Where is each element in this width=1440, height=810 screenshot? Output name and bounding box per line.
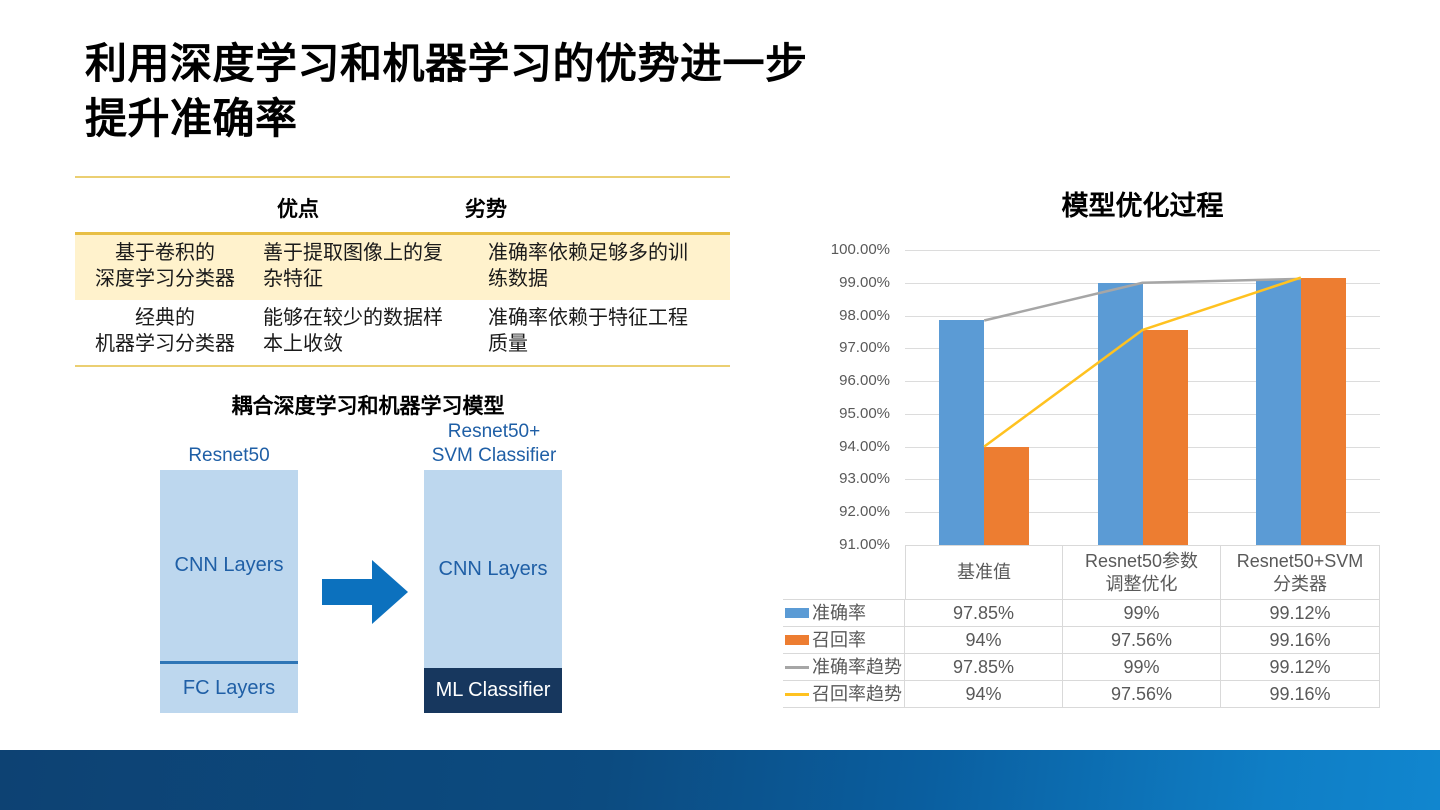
comparison-header-pros: 优点 bbox=[277, 198, 319, 221]
accuracy-trend-value-2: 99.12% bbox=[1221, 654, 1380, 681]
accuracy-trend-legend: 准确率趋势 bbox=[783, 654, 905, 681]
right-arrow-icon bbox=[322, 560, 408, 624]
row-cons: 准确率依赖于特征工程 质量 bbox=[488, 306, 688, 356]
category-header-1: Resnet50参数 调整优化 bbox=[1063, 545, 1221, 600]
row-pros: 善于提取图像上的复 杂特征 bbox=[263, 242, 443, 291]
recall-bar-1 bbox=[1142, 329, 1188, 545]
resnet50-svm-box: CNN Layers ML Classifier bbox=[424, 470, 562, 713]
comparison-header-cons: 劣势 bbox=[465, 198, 507, 221]
cnn-layers-block: CNN Layers bbox=[438, 557, 548, 580]
gridline bbox=[905, 250, 1380, 251]
chart-y-axis: 100.00% 99.00% 98.00% 97.00% 96.00% 95.00% 94.… bbox=[780, 241, 890, 553]
table-row-machine-learning: 经典的 机器学习分类器 能够在较少的数据样 本上收敛 准确率依赖于特征工程 质量 bbox=[75, 300, 730, 367]
accuracy-value-2: 99.12% bbox=[1221, 600, 1380, 627]
accuracy-bar-1 bbox=[1097, 282, 1143, 545]
legend-label: 召回率趋势 bbox=[812, 683, 902, 704]
table-row-deep-learning: 基于卷积的 深度学习分类器 善于提取图像上的复 杂特征 准确率依赖足够多的训 练… bbox=[75, 235, 730, 300]
diagram-title: 耦合深度学习和机器学习模型 bbox=[231, 395, 505, 418]
category-header-2: Resnet50+SVM 分类器 bbox=[1221, 545, 1380, 600]
trend-lines bbox=[983, 276, 1302, 448]
accuracy-trend-line bbox=[983, 277, 1301, 322]
accuracy-bar-2 bbox=[1255, 278, 1301, 545]
recall-trend-line bbox=[983, 276, 1302, 448]
row-pros: 能够在较少的数据样 本上收敛 bbox=[263, 306, 443, 356]
ml-classifier-block: ML Classifier bbox=[424, 668, 562, 713]
category-header-0: 基准值 bbox=[905, 545, 1063, 600]
accuracy-swatch-icon bbox=[785, 608, 809, 618]
comparison-table-header: 优点 劣势 bbox=[75, 178, 730, 235]
accuracy-trend-value-0: 97.85% bbox=[905, 654, 1063, 681]
y-tick-label: 97.00% bbox=[839, 339, 890, 357]
right-model-label: Resnet50+ SVM Classifier bbox=[431, 421, 557, 466]
accuracy-bar-0 bbox=[939, 320, 985, 545]
recall-bar-2 bbox=[1300, 277, 1346, 545]
recall-trend-swatch-icon bbox=[785, 692, 809, 696]
row-name: 经典的 机器学习分类器 bbox=[95, 306, 235, 356]
recall-trend-value-0: 94% bbox=[905, 681, 1063, 708]
y-tick-label: 92.00% bbox=[839, 503, 890, 521]
chart-data-table: 基准值 Resnet50参数 调整优化 Resnet50+SVM 分类器准确率 97.… bbox=[783, 545, 1380, 708]
chart-title: 模型优化过程 bbox=[1061, 191, 1224, 221]
gridline bbox=[905, 315, 1380, 317]
y-tick-label: 95.00% bbox=[839, 404, 890, 422]
legend-label: 召回率 bbox=[812, 629, 866, 650]
comparison-table: 优点 劣势 基于卷积的 深度学习分类器 善于提取图像上的复 杂特征 准确率依赖足… bbox=[75, 176, 730, 367]
accuracy-value-1: 99% bbox=[1063, 600, 1221, 627]
slide-title: 利用深度学习和机器学习的优势进一步 提升准确率 bbox=[85, 40, 808, 143]
recall-legend: 召回率 bbox=[783, 627, 905, 654]
legend-label: 准确率趋势 bbox=[812, 656, 902, 677]
recall-value-2: 99.16% bbox=[1221, 627, 1380, 654]
accuracy-trend-value-1: 99% bbox=[1063, 654, 1221, 681]
recall-trend-value-2: 99.16% bbox=[1221, 681, 1380, 708]
recall-value-0: 94% bbox=[905, 627, 1063, 654]
recall-trend-legend: 召回率趋势 bbox=[783, 681, 905, 708]
accuracy-trend-swatch-icon bbox=[785, 665, 809, 669]
y-tick-label: 93.00% bbox=[839, 470, 890, 488]
accuracy-legend: 准确率 bbox=[783, 600, 905, 627]
fc-layers-block: FC Layers bbox=[182, 677, 276, 699]
chart-plot bbox=[905, 250, 1380, 545]
y-tick-label: 100.00% bbox=[830, 241, 890, 258]
y-tick-label: 98.00% bbox=[839, 306, 890, 324]
y-tick-label: 96.00% bbox=[839, 372, 890, 390]
table-corner-blank bbox=[783, 545, 905, 600]
footer-bar: intel AI bbox=[0, 750, 1440, 810]
recall-value-1: 97.56% bbox=[1063, 627, 1221, 654]
accuracy-value-0: 97.85% bbox=[905, 600, 1063, 627]
y-tick-label: 91.00% bbox=[839, 536, 890, 553]
row-name: 基于卷积的 深度学习分类器 bbox=[95, 242, 235, 291]
recall-trend-value-1: 97.56% bbox=[1063, 681, 1221, 708]
row-cons: 准确率依赖足够多的训 练数据 bbox=[488, 242, 688, 291]
layer-divider bbox=[160, 661, 298, 664]
resnet50-box: CNN Layers FC Layers bbox=[160, 470, 298, 713]
cnn-layers-block: CNN Layers bbox=[174, 554, 284, 576]
y-tick-label: 99.00% bbox=[839, 273, 890, 291]
recall-swatch-icon bbox=[785, 635, 809, 645]
recall-bar-0 bbox=[984, 446, 1030, 545]
y-tick-label: 94.00% bbox=[839, 437, 890, 455]
left-model-label: Resnet50 bbox=[188, 445, 270, 466]
legend-label: 准确率 bbox=[812, 602, 866, 623]
